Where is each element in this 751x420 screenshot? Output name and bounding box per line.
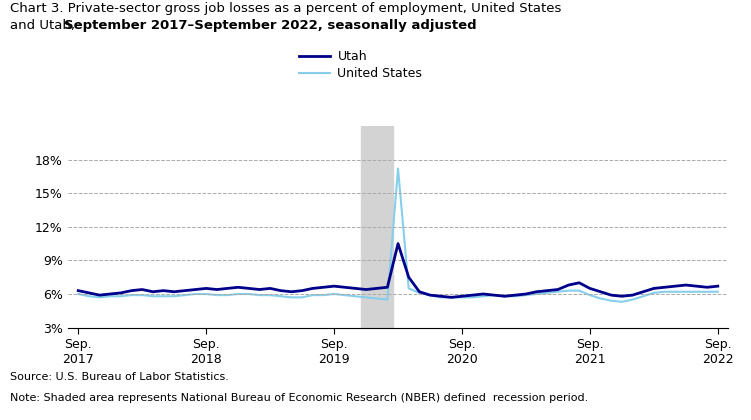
Text: Chart 3. Private-sector gross job losses as a percent of employment, United Stat: Chart 3. Private-sector gross job losses… (10, 2, 561, 15)
Legend: Utah, United States: Utah, United States (299, 50, 422, 80)
Text: Note: Shaded area represents National Bureau of Economic Research (NBER) defined: Note: Shaded area represents National Bu… (10, 393, 588, 403)
Bar (360, 126, 393, 328)
Text: and Utah,: and Utah, (10, 19, 79, 32)
Text: Source: U.S. Bureau of Labor Statistics.: Source: U.S. Bureau of Labor Statistics. (10, 372, 228, 382)
Text: September 2017–September 2022, seasonally adjusted: September 2017–September 2022, seasonall… (64, 19, 476, 32)
